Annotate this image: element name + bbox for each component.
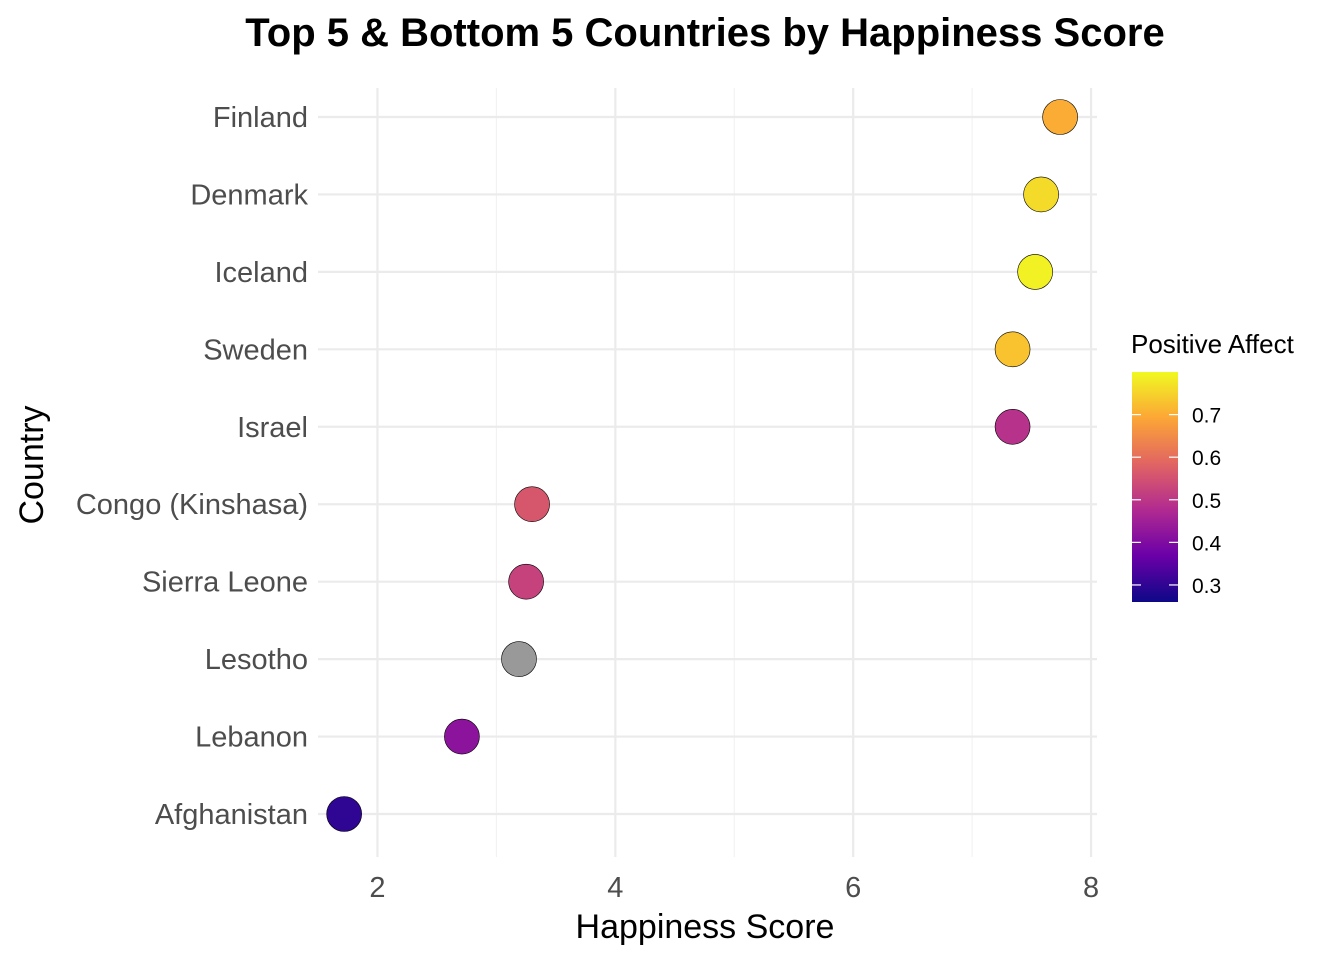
data-point [514,486,550,523]
y-tick-label: Lebanon [195,722,308,754]
x-tick-label: 2 [369,872,385,904]
y-tick-label: Finland [213,102,308,134]
legend-title: Positive Affect [1131,329,1295,359]
data-point [501,641,537,677]
y-tick-label: Sweden [203,334,308,366]
data-point [444,718,480,755]
y-tick-label: Afghanistan [155,799,308,831]
y-tick-label: Sierra Leone [142,567,308,599]
data-point [1017,254,1053,290]
y-tick-label: Denmark [190,179,308,211]
x-axis-title: Happiness Score [576,908,835,946]
x-tick-label: 4 [607,872,623,904]
data-point [994,408,1031,445]
y-axis-title: Country [13,405,51,524]
y-tick-label: Congo (Kinshasa) [76,489,308,521]
legend-tick-label: 0.6 [1192,447,1221,470]
x-axis-tick-labels: 2 4 6 8 [369,872,1099,904]
x-tick-label: 6 [845,872,861,904]
data-point [326,796,362,832]
y-tick-label: Israel [237,412,308,444]
x-tick-label: 8 [1083,872,1099,904]
y-tick-label: Lesotho [205,644,308,676]
data-point [1042,99,1078,135]
legend-ticks: 0.3 0.4 0.5 0.6 0.7 [1132,405,1222,598]
y-tick-label: Iceland [214,257,308,289]
legend-tick-label: 0.3 [1192,575,1221,598]
plot-grid [318,88,1097,857]
chart-title: Top 5 & Bottom 5 Countries by Happiness … [245,11,1164,55]
data-points [326,99,1078,832]
legend-colorbar [1132,372,1178,602]
data-point [1023,176,1059,213]
y-axis-tick-labels: Finland Denmark Iceland Sweden Israel Congo (… [76,102,309,831]
data-point [508,563,544,600]
legend-tick-label: 0.5 [1192,490,1221,513]
legend-tick-label: 0.7 [1192,405,1221,428]
data-point [994,331,1031,368]
color-legend: Positive Affect 0.3 0.4 0.5 0.6 0.7 [1131,329,1295,602]
legend-tick-label: 0.4 [1192,532,1222,555]
